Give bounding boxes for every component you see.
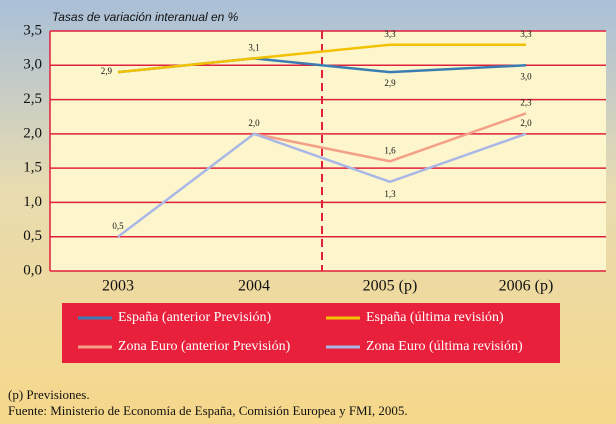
y-tick-label: 2,0 (23, 125, 42, 141)
legend-label: España (última revisión) (366, 310, 504, 325)
x-tick-label: 2004 (238, 278, 270, 295)
y-tick-label: 3,5 (23, 22, 42, 38)
legend-label: España (anterior Previsión) (118, 310, 272, 325)
y-tick-label: 1,5 (23, 160, 42, 176)
x-tick-label: 2003 (102, 278, 134, 295)
data-label: 2,3 (520, 97, 532, 107)
data-label: 3,1 (248, 42, 259, 52)
series-line (117, 132, 527, 238)
data-label: 3,3 (384, 29, 396, 39)
plot-area (50, 31, 606, 271)
y-tick-label: 1,0 (23, 194, 42, 210)
y-tick-label: 0,0 (23, 262, 42, 278)
data-label: 2,9 (384, 78, 396, 88)
legend (62, 303, 560, 363)
data-label: 1,6 (384, 145, 396, 155)
data-label: 2,0 (520, 118, 532, 128)
footnote: Fuente: Ministerio de Economía de España… (8, 403, 408, 418)
data-label: 3,3 (520, 29, 532, 39)
data-label: 0,5 (112, 221, 124, 231)
footnote: (p) Previsiones. (8, 387, 90, 402)
data-label: 1,3 (384, 189, 396, 199)
x-tick-label: 2006 (p) (499, 278, 554, 295)
chart-title: Tasas de variación interanual en % (52, 10, 239, 24)
series-line (253, 112, 527, 163)
y-tick-label: 0,5 (23, 228, 42, 244)
legend-label: Zona Euro (última revisión) (366, 339, 523, 354)
y-tick-label: 2,5 (23, 91, 42, 107)
legend-label: Zona Euro (anterior Previsión) (118, 339, 291, 354)
data-label: 3,0 (520, 71, 532, 81)
data-label: 2,0 (248, 118, 260, 128)
series-line (117, 43, 526, 74)
data-label: 2,9 (101, 66, 113, 76)
y-tick-label: 3,0 (23, 57, 42, 73)
x-tick-label: 2005 (p) (363, 278, 418, 295)
